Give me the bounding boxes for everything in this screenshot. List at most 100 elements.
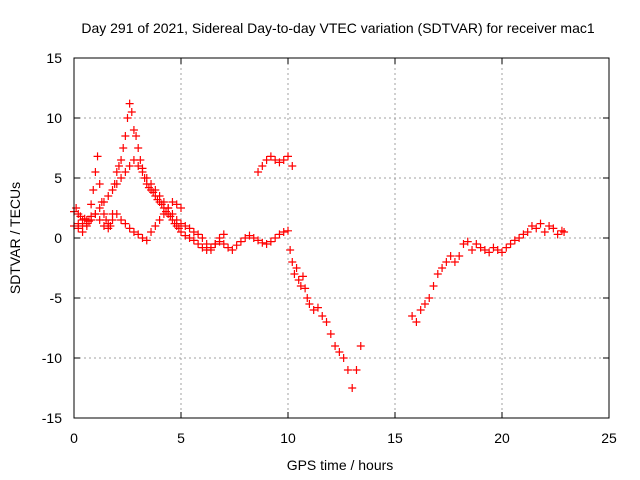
data-point	[254, 168, 263, 176]
data-point	[455, 252, 464, 260]
data-point	[189, 236, 198, 245]
data-point	[142, 236, 151, 245]
data-point	[262, 156, 271, 164]
data-point	[438, 264, 447, 272]
y-tick-label: 0	[54, 230, 62, 246]
data-point	[266, 237, 275, 246]
data-point	[446, 252, 455, 260]
y-tick-label: -5	[50, 290, 63, 306]
data-point	[480, 246, 489, 254]
data-point	[485, 248, 494, 257]
data-point	[177, 228, 185, 236]
data-point	[560, 228, 569, 236]
data-point	[459, 240, 468, 248]
data-point	[442, 258, 451, 266]
data-point	[142, 174, 151, 182]
data-point	[138, 168, 147, 176]
y-tick-label: 5	[54, 170, 62, 186]
data-points	[70, 99, 569, 392]
data-point	[168, 198, 177, 206]
data-point	[296, 282, 305, 290]
data-point	[93, 152, 102, 161]
data-point	[177, 204, 185, 212]
data-point	[412, 318, 421, 326]
data-point	[408, 312, 417, 320]
data-point	[232, 241, 241, 250]
x-tick-label: 5	[177, 430, 185, 446]
data-point	[194, 230, 203, 239]
data-point	[172, 216, 181, 224]
data-point	[339, 354, 348, 362]
data-point	[117, 174, 126, 182]
data-point	[245, 231, 254, 240]
data-point	[519, 230, 528, 239]
y-tick-label: 10	[46, 110, 62, 126]
data-point	[168, 210, 177, 218]
data-point	[74, 219, 83, 228]
data-point	[219, 240, 228, 248]
data-point	[288, 162, 297, 170]
data-point	[129, 126, 138, 134]
y-tick-labels: -15 -10 -5 0 5 10 15	[42, 50, 62, 426]
data-point	[288, 258, 297, 266]
x-tick-label: 10	[280, 430, 296, 446]
data-point	[258, 238, 267, 247]
data-point	[185, 224, 194, 233]
data-point	[271, 234, 280, 242]
data-point	[433, 270, 442, 278]
data-point	[132, 132, 141, 140]
data-point	[553, 230, 562, 239]
data-point	[112, 180, 121, 188]
data-point	[258, 162, 267, 170]
data-point	[536, 219, 545, 228]
x-tick-labels: 0 5 10 15 20 25	[70, 430, 617, 446]
data-point	[425, 294, 434, 302]
data-point	[159, 210, 168, 218]
data-point	[147, 228, 156, 236]
data-point	[463, 237, 472, 246]
data-point	[468, 246, 477, 254]
data-point	[78, 222, 87, 230]
data-point	[420, 300, 429, 308]
data-point	[72, 204, 81, 212]
data-point	[549, 224, 558, 233]
data-point	[301, 284, 310, 293]
data-point	[309, 306, 318, 314]
data-point	[322, 318, 331, 326]
data-point	[104, 192, 113, 200]
data-point	[510, 236, 519, 245]
data-point	[279, 228, 288, 236]
data-point	[112, 210, 121, 218]
axis-ticks	[73, 57, 610, 419]
data-point	[129, 228, 138, 236]
data-point	[108, 216, 117, 224]
data-point	[249, 234, 258, 242]
x-tick-label: 20	[494, 430, 510, 446]
data-point	[292, 264, 301, 272]
data-point	[211, 240, 220, 248]
data-point	[241, 234, 250, 242]
data-point	[352, 366, 361, 374]
data-point	[228, 246, 237, 254]
x-axis-title: GPS time / hours	[287, 457, 394, 473]
y-tick-label: -10	[42, 350, 62, 366]
data-point	[164, 204, 173, 212]
data-point	[99, 222, 108, 230]
data-point	[125, 162, 134, 170]
data-point	[206, 246, 215, 254]
data-point	[134, 144, 143, 152]
data-point	[95, 216, 104, 224]
data-point	[266, 152, 275, 161]
data-point	[151, 222, 160, 230]
data-point	[305, 300, 314, 308]
data-point	[279, 156, 288, 164]
data-point	[119, 144, 128, 152]
data-point	[219, 230, 228, 239]
data-point	[523, 228, 532, 236]
data-point	[489, 243, 498, 252]
data-point	[286, 246, 295, 254]
data-point	[194, 240, 203, 248]
data-point	[177, 219, 185, 228]
data-point	[284, 226, 292, 235]
